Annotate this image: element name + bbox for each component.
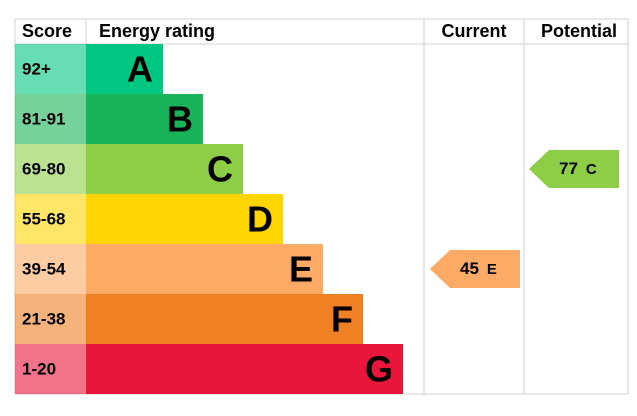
potential-label: 77 C bbox=[559, 159, 597, 178]
band-letter: G bbox=[365, 349, 393, 390]
header-score: Score bbox=[22, 21, 72, 41]
band-bar bbox=[86, 94, 203, 144]
current-marker bbox=[430, 250, 520, 288]
band-score: 81-91 bbox=[22, 109, 65, 128]
band-letter: B bbox=[167, 99, 193, 140]
potential-value: 77 bbox=[559, 159, 578, 178]
band-bar bbox=[86, 294, 363, 344]
score-cell bbox=[15, 144, 86, 194]
band-bar bbox=[86, 44, 163, 94]
band-bar bbox=[86, 244, 323, 294]
score-cell bbox=[15, 44, 86, 94]
current-value: 45 bbox=[460, 259, 479, 278]
band-letter: E bbox=[289, 249, 313, 290]
band-bar bbox=[86, 344, 403, 394]
current-label: 45 E bbox=[460, 259, 497, 278]
band-score: 1-20 bbox=[22, 359, 56, 378]
header-rating: Energy rating bbox=[99, 21, 215, 41]
band-letter: A bbox=[127, 49, 153, 90]
band-letter: F bbox=[331, 299, 353, 340]
band-score: 92+ bbox=[22, 59, 51, 78]
header-current: Current bbox=[441, 21, 506, 41]
band-bar bbox=[86, 194, 283, 244]
band-bar bbox=[86, 144, 243, 194]
score-cell bbox=[15, 94, 86, 144]
score-cell bbox=[15, 194, 86, 244]
header-potential: Potential bbox=[541, 21, 617, 41]
potential-marker bbox=[529, 150, 619, 188]
band-score: 69-80 bbox=[22, 159, 65, 178]
score-cell bbox=[15, 344, 86, 394]
potential-rating: C bbox=[586, 161, 597, 178]
band-score: 39-54 bbox=[22, 259, 66, 278]
band-score: 55-68 bbox=[22, 209, 65, 228]
band-letter: C bbox=[207, 149, 233, 190]
current-rating: E bbox=[487, 261, 497, 278]
band-score: 21-38 bbox=[22, 309, 65, 328]
band-letter: D bbox=[247, 199, 273, 240]
score-cell bbox=[15, 244, 86, 294]
score-cell bbox=[15, 294, 86, 344]
